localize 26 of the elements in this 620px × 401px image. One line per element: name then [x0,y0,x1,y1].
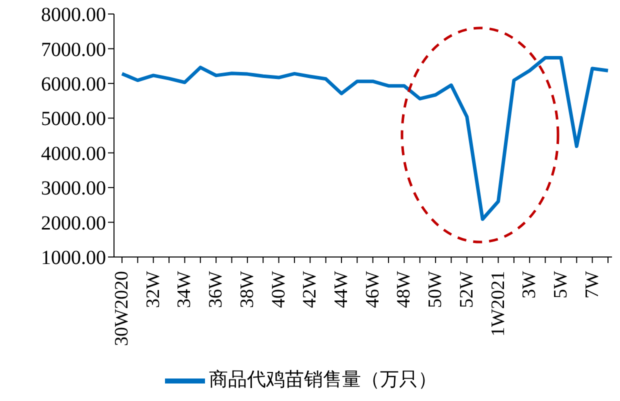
x-tick-label: 36W [206,270,227,308]
y-tick-label: 8000.00 [41,4,106,26]
x-tick-label: 52W [456,270,478,308]
x-tick-label: 40W [268,270,290,308]
x-tick-label: 42W [300,270,321,308]
x-tick-label: 30W2020 [112,271,132,346]
x-tick-label: 1W2021 [488,271,509,336]
x-tick-label: 32W [142,270,164,308]
y-tick-label: 4000.00 [41,142,106,165]
x-tick-label: 44W [330,270,352,308]
x-tick-label: 38W [236,270,258,308]
x-tick-label: 3W [519,270,540,298]
line-series [120,56,610,221]
x-tick-label: 46W [362,270,384,308]
y-tick-label: 5000.00 [41,108,106,130]
y-tick-label: 3000.00 [41,178,106,200]
y-tick-label: 1000.00 [41,247,106,270]
x-tick-label: 7W [582,270,603,298]
x-tick-label: 5W [550,270,572,298]
x-tick-label: 48W [394,270,415,308]
x-tick-label: 50W [425,270,446,308]
legend-label: 商品代鸡苗销售量（万只） [209,369,437,390]
y-tick-label: 7000.00 [41,38,106,61]
y-tick-label: 6000.00 [41,74,106,96]
x-tick-label: 34W [174,270,196,308]
y-tick-label: 2000.00 [41,212,106,234]
